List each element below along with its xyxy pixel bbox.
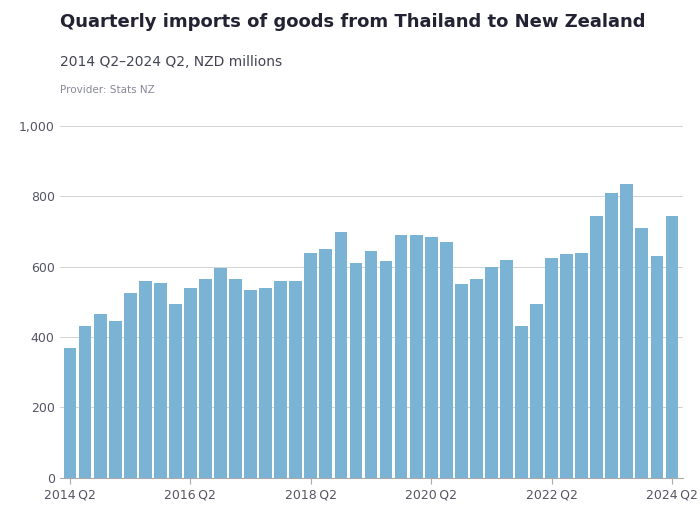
- Bar: [425, 237, 438, 478]
- Bar: [440, 242, 453, 478]
- Bar: [666, 216, 678, 478]
- Bar: [560, 255, 573, 478]
- Bar: [214, 268, 227, 478]
- Bar: [124, 293, 136, 478]
- Bar: [169, 303, 182, 478]
- Bar: [395, 235, 407, 478]
- Bar: [289, 281, 302, 478]
- Text: Quarterly imports of goods from Thailand to New Zealand: Quarterly imports of goods from Thailand…: [60, 13, 645, 31]
- Text: 2014 Q2–2024 Q2, NZD millions: 2014 Q2–2024 Q2, NZD millions: [60, 55, 281, 69]
- Bar: [620, 184, 634, 478]
- Bar: [335, 232, 347, 478]
- Bar: [154, 282, 167, 478]
- Bar: [636, 228, 648, 478]
- Bar: [319, 249, 332, 478]
- Bar: [229, 279, 242, 478]
- Bar: [575, 253, 588, 478]
- Text: figure.nz: figure.nz: [567, 21, 651, 38]
- Bar: [349, 263, 363, 478]
- Bar: [485, 267, 498, 478]
- Bar: [274, 281, 287, 478]
- Bar: [108, 321, 122, 478]
- Bar: [78, 327, 92, 478]
- Bar: [94, 314, 106, 478]
- Text: Provider: Stats NZ: Provider: Stats NZ: [60, 85, 154, 95]
- Bar: [590, 216, 603, 478]
- Bar: [199, 279, 212, 478]
- Bar: [530, 303, 543, 478]
- Bar: [304, 253, 317, 478]
- Bar: [455, 285, 468, 478]
- Bar: [64, 348, 76, 478]
- Bar: [545, 258, 558, 478]
- Bar: [410, 235, 423, 478]
- Bar: [470, 279, 483, 478]
- Bar: [606, 193, 618, 478]
- Bar: [650, 256, 664, 478]
- Bar: [515, 327, 528, 478]
- Bar: [139, 281, 152, 478]
- Bar: [244, 290, 257, 478]
- Bar: [184, 288, 197, 478]
- Bar: [259, 288, 272, 478]
- Bar: [365, 251, 377, 478]
- Bar: [500, 260, 513, 478]
- Bar: [379, 261, 393, 478]
